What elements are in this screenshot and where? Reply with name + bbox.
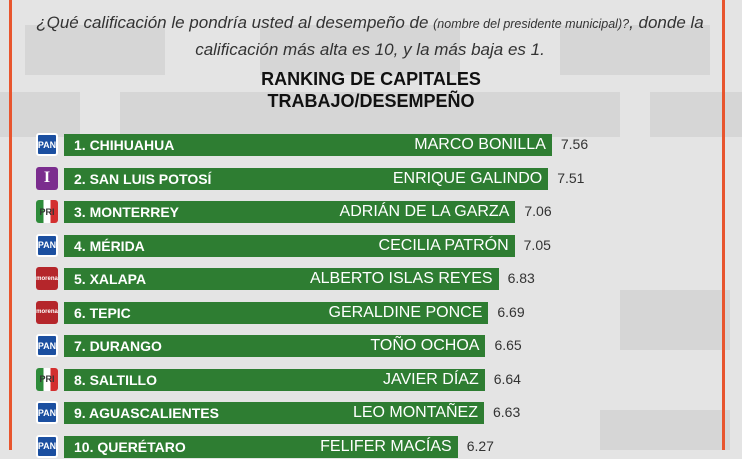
frame-left-border [9,0,12,450]
mayor-label: JAVIER DÍAZ [383,370,479,388]
party-logo-icon: PAN [36,133,58,156]
city-label: 7. DURANGO [74,338,162,354]
mayor-label: ENRIQUE GALINDO [392,169,543,187]
chart-subtitle: TRABAJO/DESEMPEÑO [267,91,475,111]
party-logo-icon: PRI [36,367,58,391]
question-note: (nombre del presidente municipal)? [433,17,630,31]
value-label: 6.63 [492,404,521,420]
party-logo-icon: PAN [36,233,58,257]
mayor-label: CECILIA PATRÓN [378,236,509,254]
bar-row: morena 5. XALAPA ALBERTO ISLAS REYES 6.83 [0,267,742,291]
bar-row: PAN 9. AGUASCALIENTES LEO MONTAÑEZ 6.63 [0,401,742,425]
party-logo-icon: morena [36,267,58,290]
city-label: 6. TEPIC [74,304,131,321]
city-label: 9. AGUASCALIENTES [74,405,219,421]
bar: 9. AGUASCALIENTES LEO MONTAÑEZ [64,402,484,424]
mayor-label: MARCO BONILLA [414,136,546,153]
city-label: 4. MÉRIDA [74,237,145,254]
value-label: 6.83 [507,270,535,286]
party-logo-icon: PAN [36,401,58,424]
party-logo-icon: PAN [36,434,58,458]
bar: 5. XALAPA ALBERTO ISLAS REYES [64,268,499,290]
bar: 6. TEPIC GERALDINE PONCE [64,301,489,324]
bar: 2. SAN LUIS POTOSÍ ENRIQUE GALINDO [64,167,549,190]
bar-row: PAN 4. MÉRIDA CECILIA PATRÓN 7.05 [0,233,742,258]
city-label: 8. SALTILLO [74,371,157,388]
bar: 7. DURANGO TOÑO OCHOA [64,335,486,357]
value-label: 7.56 [560,136,589,152]
bar-row: I 2. SAN LUIS POTOSÍ ENRIQUE GALINDO 7.51 [0,166,742,191]
city-label: 10. QUERÉTARO [74,438,186,455]
mayor-label: ALBERTO ISLAS REYES [309,270,493,287]
bar: 1. CHIHUAHUA MARCO BONILLA [64,134,552,156]
mayor-label: FELIFER MACÍAS [320,437,452,455]
mayor-label: LEO MONTAÑEZ [352,404,478,421]
party-logo-icon: I [36,166,58,190]
city-label: 5. XALAPA [74,271,147,287]
value-label: 6.69 [497,303,525,320]
question-text: ¿Qué calificación le pondría usted al de… [36,13,434,32]
bar-row: PRI 3. MONTERREY ADRIÁN DE LA GARZA 7.06 [0,200,742,224]
bar-row: morena 6. TEPIC GERALDINE PONCE 6.69 [0,300,742,325]
chart-title: RANKING DE CAPITALES [261,69,481,89]
bar: 3. MONTERREY ADRIÁN DE LA GARZA [64,201,516,223]
party-logo-icon: morena [36,300,58,324]
bar-row: PAN 7. DURANGO TOÑO OCHOA 6.65 [0,334,742,358]
frame-right-border [722,0,725,450]
city-label: 1. CHIHUAHUA [74,137,175,153]
value-label: 7.05 [523,236,551,253]
value-label: 7.06 [524,203,552,219]
mayor-label: ADRIÁN DE LA GARZA [339,203,510,220]
survey-question: ¿Qué calificación le pondría usted al de… [30,10,710,62]
value-label: 6.27 [466,437,494,454]
bar: 10. QUERÉTARO FELIFER MACÍAS [64,435,458,458]
mayor-label: TOÑO OCHOA [370,337,480,354]
party-logo-icon: PRI [36,200,58,223]
mayor-label: GERALDINE PONCE [328,303,483,321]
value-label: 7.51 [557,169,585,186]
bar-row: PRI 8. SALTILLO JAVIER DÍAZ 6.64 [0,367,742,392]
bar-row: PAN 1. CHIHUAHUA MARCO BONILLA 7.56 [0,133,742,157]
city-label: 3. MONTERREY [74,204,180,220]
bar: 4. MÉRIDA CECILIA PATRÓN [64,234,515,257]
bar-row: PAN 10. QUERÉTARO FELIFER MACÍAS 6.27 [0,434,742,459]
value-label: 6.64 [493,370,521,387]
city-label: 2. SAN LUIS POTOSÍ [74,170,212,187]
party-logo-icon: PAN [36,334,58,357]
bar: 8. SALTILLO JAVIER DÍAZ [64,368,485,391]
value-label: 6.65 [494,337,522,353]
question-text-end: , donde la calificación más alta es 10, … [195,13,704,59]
